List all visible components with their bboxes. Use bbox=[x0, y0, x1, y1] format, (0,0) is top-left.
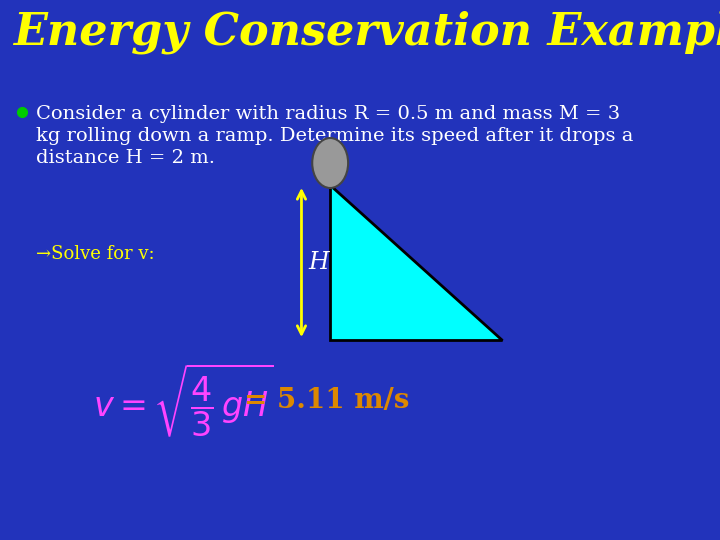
Text: H: H bbox=[309, 251, 329, 274]
Text: Consider a cylinder with radius R = 0.5 m and mass M = 3: Consider a cylinder with radius R = 0.5 … bbox=[36, 105, 620, 123]
Circle shape bbox=[312, 138, 348, 188]
Text: kg rolling down a ramp. Determine its speed after it drops a: kg rolling down a ramp. Determine its sp… bbox=[36, 127, 634, 145]
Text: = 5.11 m/s: = 5.11 m/s bbox=[244, 387, 410, 414]
Text: $v = \sqrt{\dfrac{4}{3}\,gH}$: $v = \sqrt{\dfrac{4}{3}\,gH}$ bbox=[94, 361, 274, 438]
Text: →Solve for v:: →Solve for v: bbox=[36, 245, 155, 263]
Text: distance H = 2 m.: distance H = 2 m. bbox=[36, 149, 215, 167]
Polygon shape bbox=[330, 185, 503, 340]
Text: Energy Conservation Example: Energy Conservation Example bbox=[13, 10, 720, 53]
